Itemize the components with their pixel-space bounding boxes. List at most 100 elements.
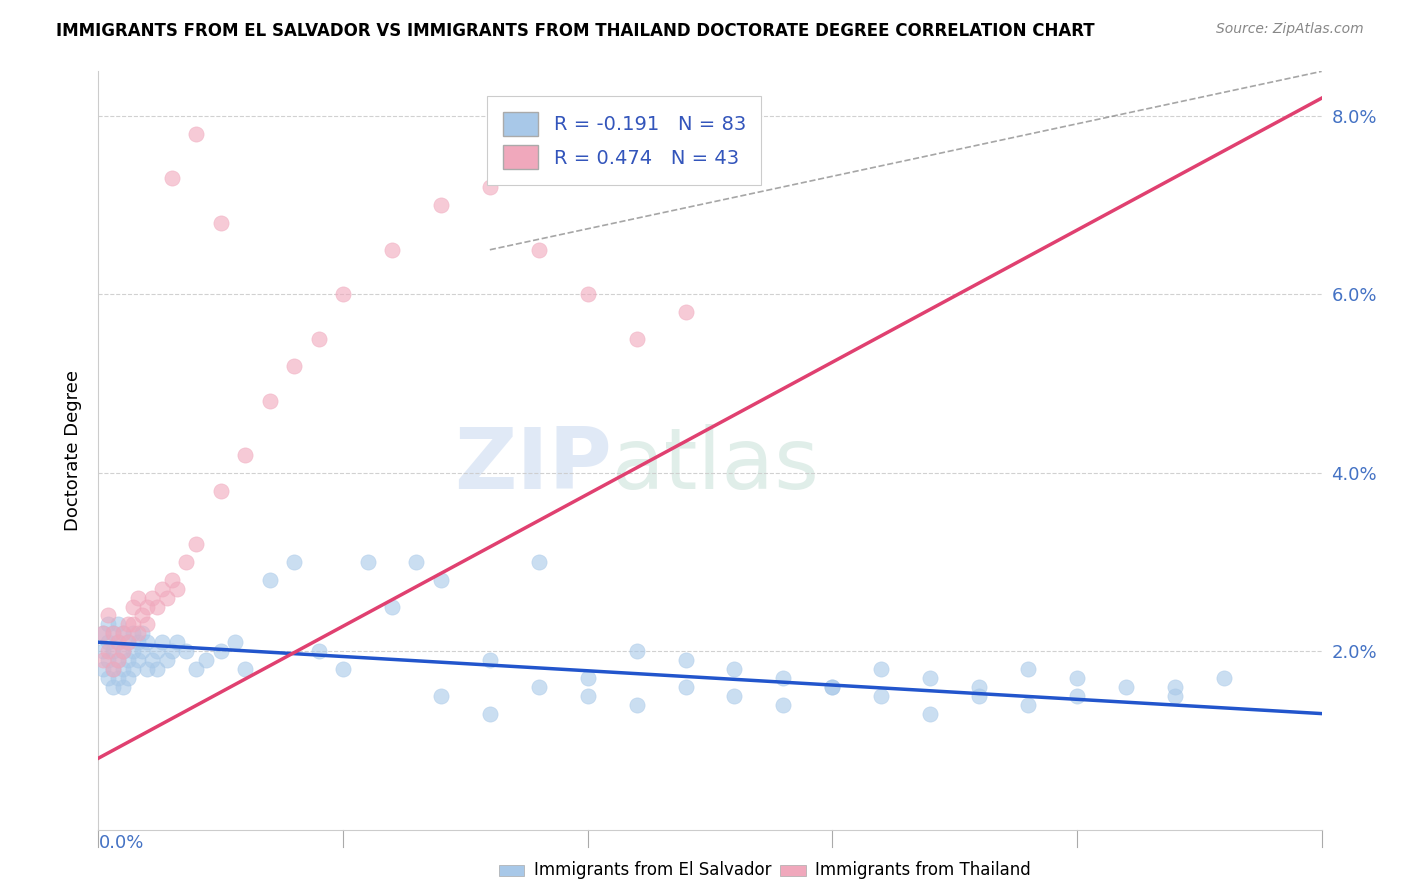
Point <box>772 671 794 685</box>
Point <box>209 644 232 658</box>
Point <box>97 671 120 685</box>
Point <box>101 644 124 658</box>
Point <box>626 332 648 346</box>
Point <box>233 662 256 676</box>
Point <box>150 582 173 596</box>
Point <box>156 653 179 667</box>
Text: Immigrants from Thailand: Immigrants from Thailand <box>815 861 1031 879</box>
Point <box>430 198 453 212</box>
Legend: R = -0.191   N = 83, R = 0.474   N = 43: R = -0.191 N = 83, R = 0.474 N = 43 <box>488 96 762 185</box>
Point <box>117 617 139 632</box>
Point <box>381 599 404 614</box>
Point <box>332 287 354 301</box>
Point <box>111 644 134 658</box>
Point <box>870 689 893 703</box>
Point <box>127 591 149 605</box>
Point <box>259 394 281 409</box>
Point <box>527 243 550 257</box>
Point <box>91 626 114 640</box>
Point <box>381 243 404 257</box>
Point <box>136 599 159 614</box>
Point <box>97 635 120 649</box>
Point <box>97 608 120 623</box>
Point <box>101 680 124 694</box>
Point <box>111 626 134 640</box>
Point <box>527 680 550 694</box>
Point <box>131 644 153 658</box>
Point <box>870 662 893 676</box>
Point <box>332 662 354 676</box>
Point <box>430 689 453 703</box>
Point <box>97 644 120 658</box>
Point <box>1017 698 1039 712</box>
Point <box>259 573 281 587</box>
Point <box>176 555 198 569</box>
Point <box>131 626 153 640</box>
Point <box>141 591 163 605</box>
Point <box>97 653 120 667</box>
Text: IMMIGRANTS FROM EL SALVADOR VS IMMIGRANTS FROM THAILAND DOCTORATE DEGREE CORRELA: IMMIGRANTS FROM EL SALVADOR VS IMMIGRANT… <box>56 22 1095 40</box>
Text: atlas: atlas <box>612 424 820 508</box>
Point <box>97 617 120 632</box>
Point <box>283 359 305 373</box>
Point <box>127 635 149 649</box>
Point <box>91 653 114 667</box>
Point <box>160 171 183 186</box>
Point <box>576 689 599 703</box>
Point <box>127 653 149 667</box>
Point <box>136 635 159 649</box>
Point <box>107 635 129 649</box>
Point <box>166 635 188 649</box>
Point <box>101 626 124 640</box>
Y-axis label: Doctorate Degree: Doctorate Degree <box>63 370 82 531</box>
Point <box>308 332 330 346</box>
Point <box>821 680 844 694</box>
Point <box>195 653 218 667</box>
Point <box>308 644 330 658</box>
Point <box>160 573 183 587</box>
Point <box>967 680 990 694</box>
Point <box>356 555 378 569</box>
Point <box>107 635 129 649</box>
Point <box>527 555 550 569</box>
Point <box>141 653 163 667</box>
Point <box>772 698 794 712</box>
Point <box>117 671 139 685</box>
Point <box>176 644 198 658</box>
Point <box>675 680 697 694</box>
Point <box>121 644 143 658</box>
Text: Source: ZipAtlas.com: Source: ZipAtlas.com <box>1216 22 1364 37</box>
Point <box>576 671 599 685</box>
Point <box>626 698 648 712</box>
Point <box>150 635 173 649</box>
Point <box>121 599 143 614</box>
Point <box>91 626 114 640</box>
Point <box>675 653 697 667</box>
Point <box>117 635 139 649</box>
Point <box>127 626 149 640</box>
Point <box>121 617 143 632</box>
Text: Immigrants from El Salvador: Immigrants from El Salvador <box>534 861 772 879</box>
Point <box>1115 680 1137 694</box>
Point <box>478 706 501 721</box>
Point <box>101 662 124 676</box>
Text: 0.0%: 0.0% <box>98 834 143 852</box>
Point <box>186 662 208 676</box>
Point <box>107 653 129 667</box>
Point <box>101 626 124 640</box>
Point <box>675 305 697 319</box>
Point <box>626 644 648 658</box>
Point <box>107 671 129 685</box>
Point <box>430 573 453 587</box>
Point <box>186 127 208 141</box>
Point <box>224 635 246 649</box>
Point <box>121 662 143 676</box>
Point <box>821 680 844 694</box>
Point <box>136 662 159 676</box>
Point <box>117 635 139 649</box>
Point <box>146 662 169 676</box>
Point <box>1017 662 1039 676</box>
Point <box>156 591 179 605</box>
Point <box>478 653 501 667</box>
Point <box>117 653 139 667</box>
